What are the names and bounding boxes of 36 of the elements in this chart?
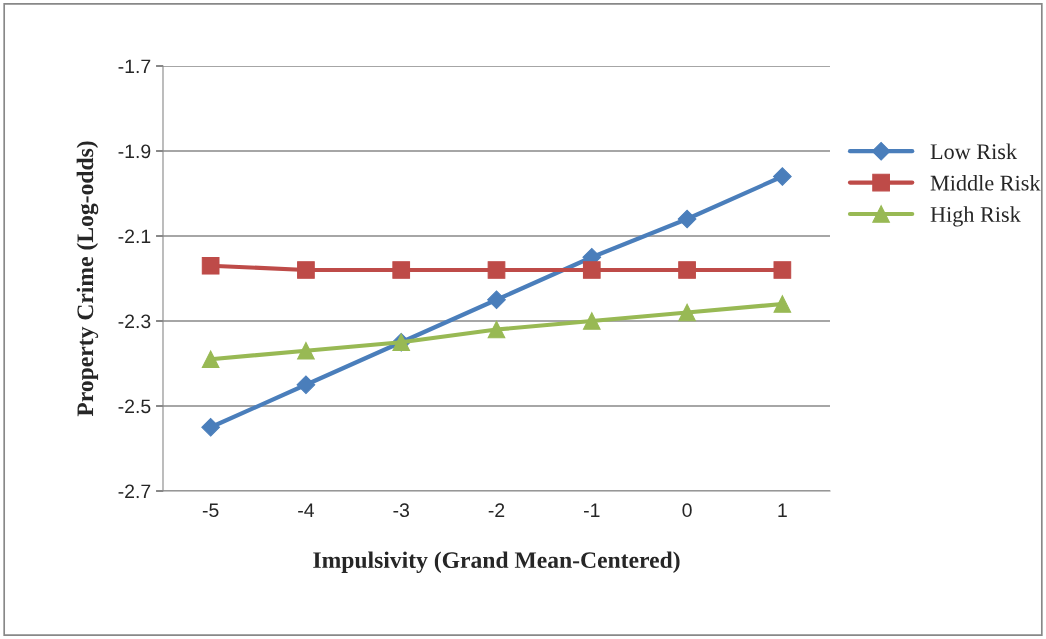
point	[201, 350, 220, 369]
x-tick-label: -5	[202, 503, 219, 518]
x-tick-label: -1	[584, 503, 600, 517]
legend-label: Low Risk	[930, 143, 1018, 160]
y-tick-label: -2.3	[118, 314, 151, 329]
y-tick-label: -1.9	[118, 144, 151, 159]
point	[582, 312, 601, 330]
y-tick-label: -2.5	[118, 399, 151, 414]
point	[582, 261, 601, 279]
point	[773, 261, 792, 279]
point	[201, 417, 220, 437]
point	[677, 209, 697, 229]
point	[487, 290, 506, 310]
legend-label: High Risk	[930, 206, 1021, 227]
x-tick-label: 0	[682, 503, 692, 518]
point	[201, 256, 220, 275]
point	[297, 261, 315, 279]
x-tick-label: -2	[488, 503, 505, 517]
x-tick-label: -3	[393, 503, 409, 518]
point	[678, 303, 696, 322]
point	[773, 295, 792, 313]
y-tick-label: -2.7	[118, 484, 151, 499]
point	[296, 375, 316, 395]
point	[487, 261, 506, 279]
x-tick-label: 1	[778, 503, 787, 517]
x-axis-title: Impulsivity (Grand Mean-Centered)	[313, 551, 680, 573]
x-tick-label: -4	[298, 503, 314, 517]
point	[678, 261, 696, 279]
point	[297, 341, 315, 360]
point	[392, 261, 411, 279]
y-tick-label: -2.1	[118, 229, 151, 244]
legend-label: Middle Risk	[930, 174, 1041, 191]
point	[487, 320, 506, 339]
point	[773, 167, 792, 186]
y-tick-label: -1.7	[118, 59, 151, 74]
y-axis-title: Property Crime (Log-odds)	[76, 141, 99, 417]
